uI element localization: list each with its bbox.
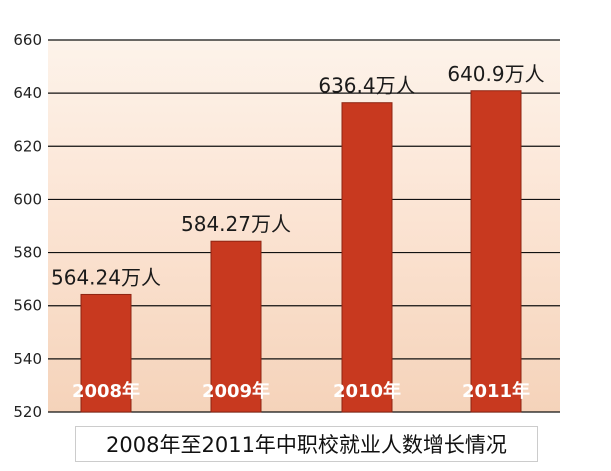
y-axis-ticks: 520 540 560 580 600 620 640 660 [13,31,42,421]
category-label: 2010年 [333,380,401,402]
y-tick-label: 600 [13,190,42,208]
chart-title: 2008年至2011年中职校就业人数增长情况 [75,426,538,462]
category-label: 2008年 [72,380,140,402]
y-tick-label: 520 [13,403,42,421]
y-tick-label: 540 [13,350,42,368]
bar [470,90,522,413]
data-label: 640.9万人 [447,62,544,86]
data-label: 636.4万人 [318,74,415,98]
category-label: 2011年 [462,380,530,402]
bar [341,102,393,413]
data-label: 584.27万人 [181,212,291,236]
data-labels: 564.24万人 584.27万人 636.4万人 640.9万人 [51,62,545,290]
bar [80,293,132,413]
category-label: 2009年 [202,380,270,402]
y-tick-label: 640 [13,84,42,102]
y-tick-label: 620 [13,137,42,155]
bar [210,240,262,413]
y-tick-label: 580 [13,244,42,262]
y-tick-label: 560 [13,297,42,315]
data-label: 564.24万人 [51,265,161,289]
bars [80,90,522,413]
category-labels: 2008年 2009年 2010年 2011年 [72,380,530,402]
y-tick-label: 660 [13,31,42,49]
